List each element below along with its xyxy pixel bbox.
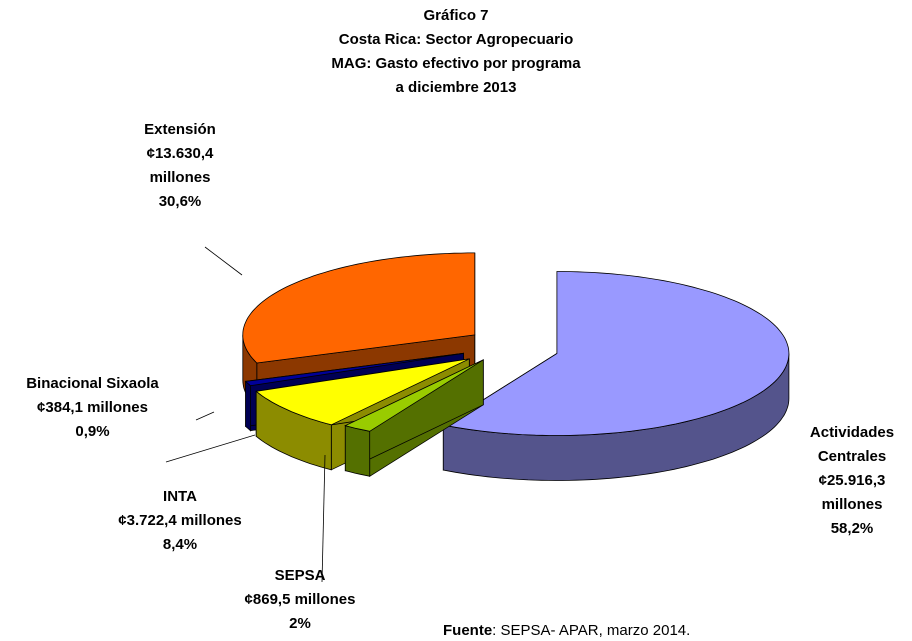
value-label: 30,6% [158,193,202,210]
slice-label: INTA ¢3.722,4 millones 8,4% [95,485,265,557]
value-label: 8,4% [162,536,198,553]
slice [344,359,484,432]
title-line: Gráfico 7 [423,7,489,24]
title-line: a diciembre 2013 [395,79,517,96]
amount-label: ¢25.916,3 millones [818,472,886,513]
slice [242,252,476,364]
source: Fuente: SEPSA- APAR, marzo 2014. [443,622,690,639]
category-label: SEPSA [274,567,326,584]
slice-side [344,425,371,477]
chart-title: Gráfico 7 Costa Rica: Sector Agropecuario… [256,4,656,100]
amount-label: ¢3.722,4 millones [118,512,242,529]
amount-label: ¢869,5 millones [244,591,356,608]
slice [244,352,464,387]
slice-side [245,380,251,432]
source-text: : SEPSA- APAR, marzo 2014. [492,622,691,639]
slice [442,271,790,436]
slice-label: Actividades Centrales ¢25.916,3 millones 5… [792,421,912,541]
slice-label: SEPSA ¢869,5 millones 2% [225,564,375,636]
leader-line [165,434,256,463]
category-label: INTA [163,488,197,505]
leader-line [195,411,215,421]
amount-label: ¢384,1 millones [37,399,148,416]
slice [255,358,470,426]
value-label: 0,9% [75,423,110,440]
title-line: MAG: Gasto efectivo por programa [331,55,581,72]
slice-label: Extensión ¢13.630,4 millones 30,6% [125,118,235,214]
category-label: Extensión [144,121,216,138]
category-label: Binacional Sixaola [26,375,159,392]
value-label: 58,2% [830,520,874,537]
leader-line [321,454,326,583]
category-label: Actividades Centrales [809,424,895,465]
value-label: 2% [289,615,311,632]
leader-line [204,246,243,276]
title-line: Costa Rica: Sector Agropecuario [338,31,574,48]
slice-label: Binacional Sixaola ¢384,1 millones 0,9% [25,372,160,444]
amount-label: ¢13.630,4 millones [146,145,214,186]
source-label: Fuente [443,622,493,639]
